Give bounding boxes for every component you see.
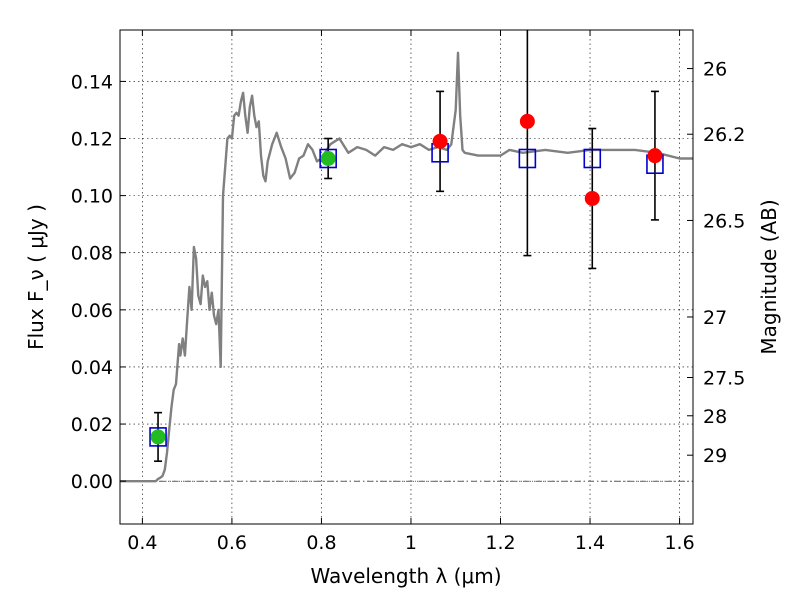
grid-lines [120,30,693,524]
observed-flux-point [320,150,336,166]
x-tick-label: 1.2 [485,532,515,554]
y2-tick-label: 29 [703,445,727,467]
y2-tick-label: 26.2 [703,124,745,146]
y2-axis-label: Magnitude (AB) [757,199,781,354]
x-tick-label: 1.4 [575,532,605,554]
y2-tick-label: 26 [703,59,727,81]
y-tick-label: 0.00 [71,471,113,493]
model-photometry-square [518,148,537,169]
y2-tick-label: 26.5 [703,210,745,232]
x-tick-label: 0.6 [217,532,247,554]
axis-ticks: 0.4 0.6 0.8 1 1.2 1.4 1.6 0.00 0.02 0.04 0.06 0.08 0… [71,30,745,554]
model-photometry-square [319,148,337,169]
model-photometry-square [149,427,167,447]
y-axis-label: Flux F_ν ( μJy ) [24,204,48,350]
x-tick-label: 0.4 [127,532,157,554]
y-tick-label: 0.14 [71,71,113,93]
y2-tick-label: 28 [703,406,727,428]
x-axis-label: Wavelength λ (μm) [310,564,501,588]
y-tick-label: 0.12 [71,129,113,151]
observed-flux-point [584,190,600,206]
model-photometry-square [583,148,602,169]
y-tick-label: 0.08 [71,243,113,265]
observed-flux-point [150,429,166,445]
observed-flux-point [519,113,535,129]
plot-frame [119,29,694,525]
y-tick-label: 0.10 [71,186,113,208]
x-tick-label: 1 [405,532,417,554]
y2-tick-label: 27.5 [703,368,745,390]
observed-flux-point [647,148,663,164]
observed-flux-point [432,133,448,149]
model-sed-line [120,51,693,483]
y2-tick-label: 27 [703,307,727,329]
y-tick-label: 0.06 [71,300,113,322]
y-tick-label: 0.02 [71,414,113,436]
y-tick-label: 0.04 [71,357,113,379]
x-tick-label: 1.6 [664,532,694,554]
x-tick-label: 0.8 [306,532,336,554]
data-series [120,30,693,483]
